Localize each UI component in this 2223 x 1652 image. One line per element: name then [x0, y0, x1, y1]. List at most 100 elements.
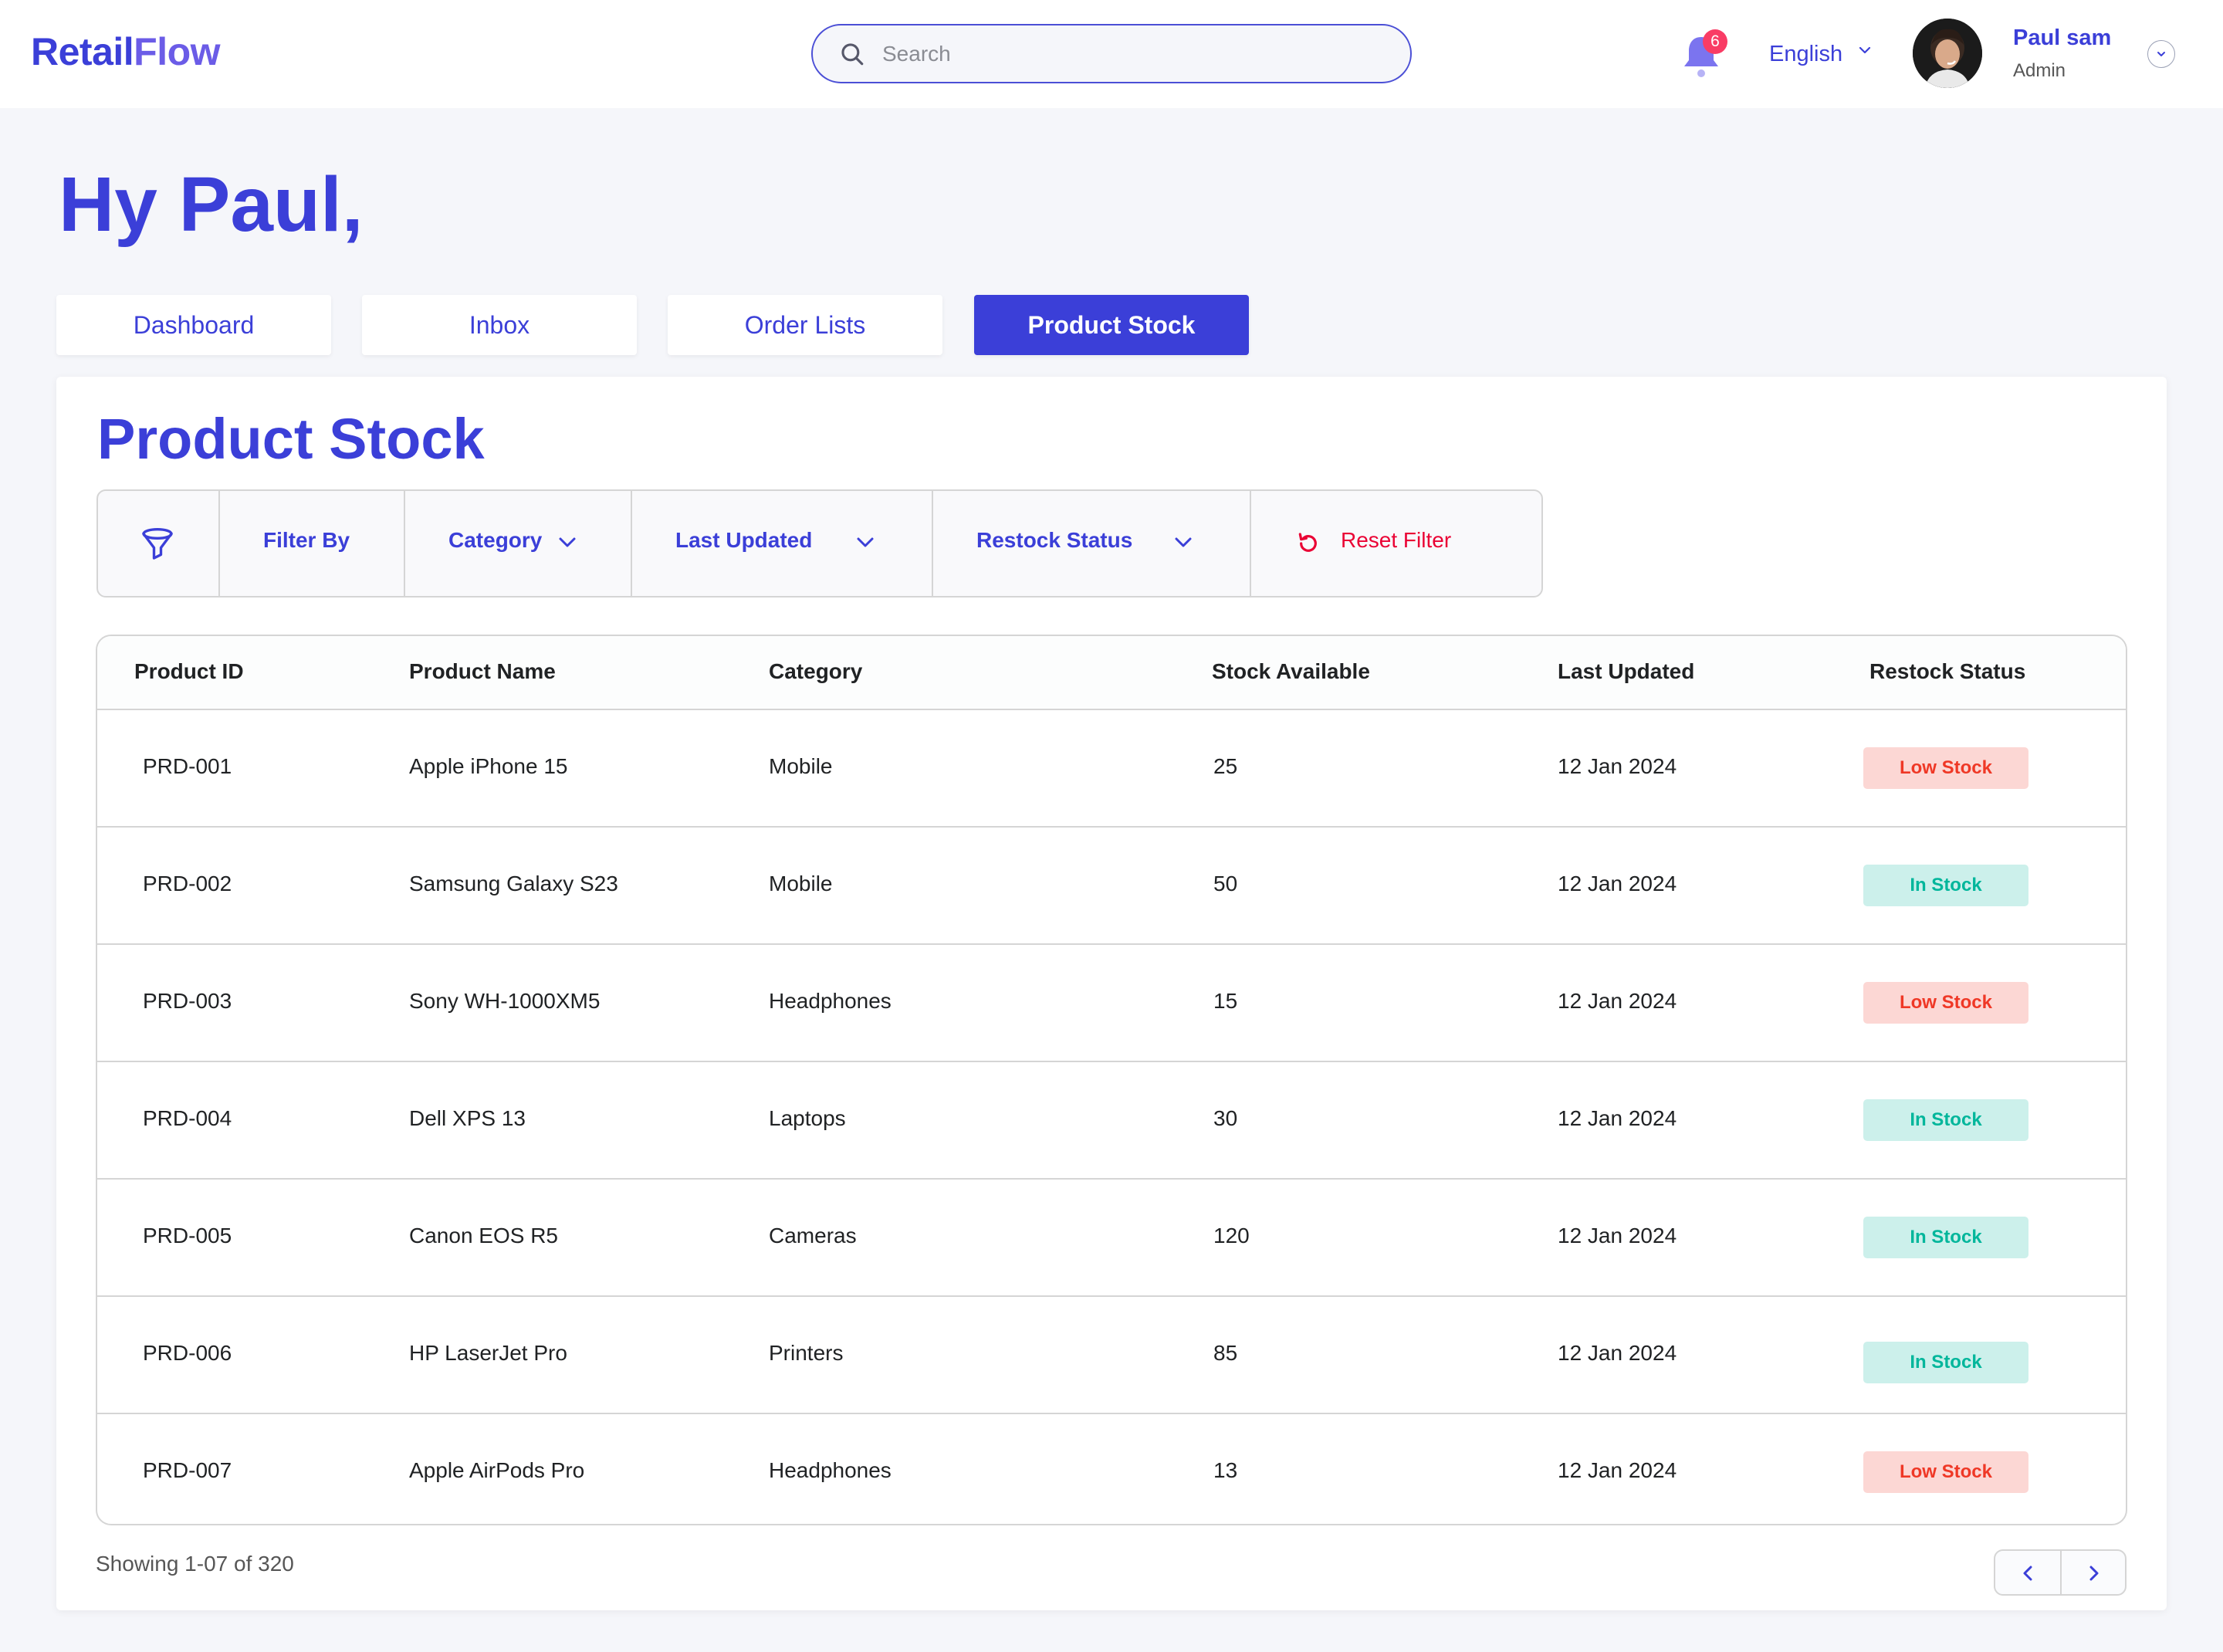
chevron-down-icon	[857, 537, 874, 547]
cell-product-id: PRD-002	[143, 872, 232, 895]
tab-order-lists[interactable]: Order Lists	[668, 295, 942, 355]
cell-category: Mobile	[769, 754, 833, 778]
previous-page-button[interactable]	[1995, 1551, 2061, 1594]
cell-category: Cameras	[769, 1224, 857, 1247]
cell-category: Printers	[769, 1341, 844, 1365]
last-updated-filter-dropdown[interactable]: Last Updated	[632, 491, 933, 596]
chevron-down-icon	[1175, 537, 1192, 547]
column-header-product-id[interactable]: Product ID	[134, 659, 244, 683]
column-header-stock-available[interactable]: Stock Available	[1212, 659, 1370, 683]
product-stock-card: Product Stock Filter By Category Last Up…	[56, 377, 2167, 1610]
column-header-product-name[interactable]: Product Name	[409, 659, 556, 683]
notification-count-badge: 6	[1703, 29, 1727, 54]
table-row[interactable]: PRD-005 Canon EOS R5 Cameras 120 12 Jan …	[97, 1180, 2126, 1297]
cell-product-name: Apple iPhone 15	[409, 754, 568, 778]
table-row[interactable]: PRD-001 Apple iPhone 15 Mobile 25 12 Jan…	[97, 710, 2126, 828]
last-updated-filter-label: Last Updated	[675, 528, 813, 552]
status-badge: Low Stock	[1863, 1451, 2028, 1493]
avatar-portrait-icon	[1913, 19, 1982, 88]
pagination-summary: Showing 1-07 of 320	[96, 1552, 294, 1576]
cell-last-updated: 12 Jan 2024	[1558, 1458, 1677, 1482]
pagination-controls	[1994, 1549, 2127, 1596]
next-page-button[interactable]	[2062, 1551, 2127, 1594]
reset-filter-label: Reset Filter	[1341, 528, 1452, 552]
cell-stock-available: 120	[1213, 1224, 1250, 1247]
cell-stock-available: 25	[1213, 754, 1238, 778]
cell-stock-available: 15	[1213, 989, 1238, 1013]
logo-part-1: Retail	[31, 30, 134, 73]
app-logo[interactable]: RetailFlow	[31, 29, 221, 74]
restock-status-filter-dropdown[interactable]: Restock Status	[933, 491, 1251, 596]
cell-product-id: PRD-006	[143, 1341, 232, 1365]
cell-last-updated: 12 Jan 2024	[1558, 989, 1677, 1013]
category-filter-dropdown[interactable]: Category	[405, 491, 632, 596]
cell-product-name: Apple AirPods Pro	[409, 1458, 585, 1482]
top-bar: RetailFlow 6 English Paul sam Admin	[0, 0, 2223, 108]
tab-inbox[interactable]: Inbox	[362, 295, 637, 355]
status-badge: In Stock	[1863, 865, 2028, 906]
status-badge: In Stock	[1863, 1099, 2028, 1141]
status-badge: In Stock	[1863, 1217, 2028, 1258]
filter-by-label-cell: Filter By	[220, 491, 405, 596]
chevron-down-icon[interactable]	[1857, 45, 1873, 56]
table-row[interactable]: PRD-007 Apple AirPods Pro Headphones 13 …	[97, 1414, 2126, 1524]
filter-bar: Filter By Category Last Updated Restock …	[96, 489, 1543, 597]
search-icon	[841, 43, 864, 66]
logo-part-2: Flow	[134, 30, 221, 73]
greeting-heading: Hy Paul,	[59, 161, 364, 248]
cell-category: Laptops	[769, 1106, 846, 1130]
chevron-down-icon	[559, 537, 576, 547]
filter-icon-cell[interactable]	[98, 491, 220, 596]
cell-product-id: PRD-004	[143, 1106, 232, 1130]
cell-product-id: PRD-005	[143, 1224, 232, 1247]
cell-product-id: PRD-007	[143, 1458, 232, 1482]
user-menu-button[interactable]	[2147, 40, 2175, 68]
user-name: Paul sam	[2013, 25, 2112, 50]
tab-dashboard[interactable]: Dashboard	[56, 295, 331, 355]
language-selector[interactable]: English	[1769, 42, 1843, 66]
search-bar[interactable]	[811, 24, 1412, 83]
cell-last-updated: 12 Jan 2024	[1558, 1341, 1677, 1365]
status-badge: In Stock	[1863, 1342, 2028, 1383]
search-input[interactable]	[882, 36, 1392, 72]
product-stock-table: Product ID Product Name Category Stock A…	[96, 635, 2127, 1525]
column-header-last-updated[interactable]: Last Updated	[1558, 659, 1695, 683]
user-role: Admin	[2013, 60, 2066, 81]
cell-last-updated: 12 Jan 2024	[1558, 1224, 1677, 1247]
table-row[interactable]: PRD-006 HP LaserJet Pro Printers 85 12 J…	[97, 1297, 2126, 1414]
cell-category: Mobile	[769, 872, 833, 895]
chevron-down-icon	[2157, 52, 2165, 56]
cell-product-name: Samsung Galaxy S23	[409, 872, 618, 895]
reset-filter-button[interactable]: Reset Filter	[1251, 491, 1541, 596]
column-header-category[interactable]: Category	[769, 659, 863, 683]
cell-last-updated: 12 Jan 2024	[1558, 872, 1677, 895]
cell-product-name: Dell XPS 13	[409, 1106, 526, 1130]
user-avatar[interactable]	[1913, 19, 1982, 88]
table-header: Product ID Product Name Category Stock A…	[97, 636, 2126, 710]
cell-stock-available: 13	[1213, 1458, 1238, 1482]
status-badge: Low Stock	[1863, 747, 2028, 789]
filter-by-label: Filter By	[263, 528, 350, 552]
reset-icon	[1298, 533, 1317, 552]
chevron-left-icon	[2023, 1566, 2032, 1581]
page-title: Product Stock	[97, 407, 485, 471]
cell-product-name: Canon EOS R5	[409, 1224, 558, 1247]
column-header-restock-status[interactable]: Restock Status	[1869, 659, 2026, 683]
cell-product-name: HP LaserJet Pro	[409, 1341, 567, 1365]
cell-last-updated: 12 Jan 2024	[1558, 1106, 1677, 1130]
table-row[interactable]: PRD-003 Sony WH-1000XM5 Headphones 15 12…	[97, 945, 2126, 1062]
cell-product-id: PRD-001	[143, 754, 232, 778]
status-badge: Low Stock	[1863, 982, 2028, 1024]
chevron-right-icon	[2089, 1566, 2099, 1581]
category-filter-label: Category	[448, 528, 543, 552]
pager-divider	[2060, 1551, 2062, 1594]
table-row[interactable]: PRD-004 Dell XPS 13 Laptops 30 12 Jan 20…	[97, 1062, 2126, 1180]
tab-product-stock[interactable]: Product Stock	[974, 295, 1249, 355]
table-row[interactable]: PRD-002 Samsung Galaxy S23 Mobile 50 12 …	[97, 828, 2126, 945]
cell-category: Headphones	[769, 989, 892, 1013]
cell-product-id: PRD-003	[143, 989, 232, 1013]
filter-funnel-icon	[142, 527, 173, 560]
cell-product-name: Sony WH-1000XM5	[409, 989, 601, 1013]
cell-stock-available: 85	[1213, 1341, 1238, 1365]
restock-status-filter-label: Restock Status	[976, 528, 1133, 552]
